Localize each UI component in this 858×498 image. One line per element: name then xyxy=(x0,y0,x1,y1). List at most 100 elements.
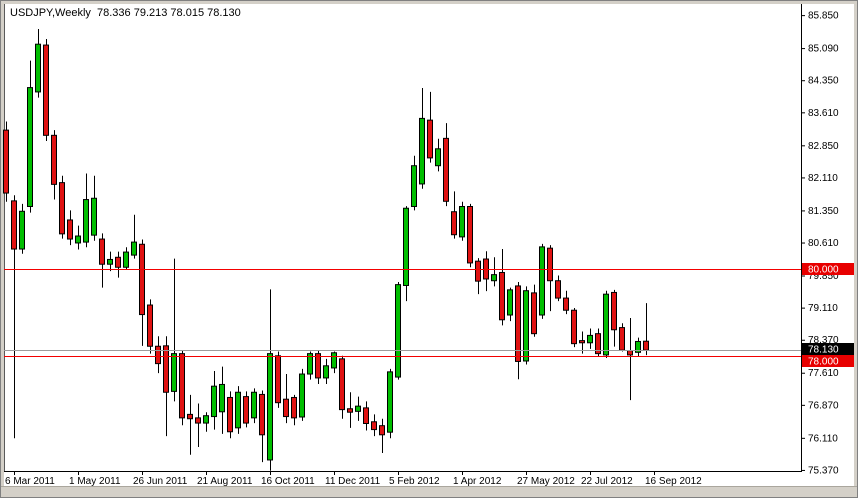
y-axis-label: 75.370 xyxy=(808,465,839,476)
candle-body-bull xyxy=(131,241,137,256)
candle-body-bull xyxy=(387,371,393,433)
candle-body-bear xyxy=(443,137,449,202)
candle-body-bear xyxy=(467,206,473,264)
candle-body-bull xyxy=(251,391,257,419)
level-78-label-bg xyxy=(802,355,854,367)
y-axis-label: 77.610 xyxy=(808,368,839,379)
candle-body-bear xyxy=(59,182,65,235)
candle-body-bull xyxy=(635,340,641,353)
candle-body-bull xyxy=(419,117,425,185)
x-axis-label: 16 Oct 2011 xyxy=(261,476,315,487)
candle-body-bull xyxy=(203,415,209,424)
candle-body-bull xyxy=(219,383,225,413)
chart-symbol-title: USDJPY,Weekly 78.336 79.213 78.015 78.13… xyxy=(10,7,241,19)
candle-body-bear xyxy=(147,304,153,347)
candle-body-bull xyxy=(395,284,401,378)
candle-body-bear xyxy=(3,129,9,194)
candle-body-bear xyxy=(499,271,505,321)
x-axis-label: 22 Jul 2012 xyxy=(581,476,633,487)
candle-body-bull xyxy=(587,334,593,344)
candle-body-bear xyxy=(451,211,457,236)
candle-body-bear xyxy=(363,407,369,425)
candle-body-bull xyxy=(123,251,129,268)
candle-body-bull xyxy=(267,353,273,461)
y-axis-label: 76.110 xyxy=(808,433,838,444)
current-price-label: 78.130 xyxy=(808,345,839,356)
candle-body-bear xyxy=(99,238,105,265)
y-axis-label: 80.610 xyxy=(808,238,839,249)
candle-body-bear xyxy=(627,350,633,356)
candle-body-bear xyxy=(371,421,377,431)
x-axis-label: 5 Feb 2012 xyxy=(389,476,440,487)
candle-body-bull xyxy=(491,274,497,282)
x-axis-label: 1 Apr 2012 xyxy=(453,476,502,487)
candle-body-bull xyxy=(539,246,545,316)
x-axis-label: 11 Dec 2011 xyxy=(325,476,381,487)
x-axis-label: 26 Jun 2011 xyxy=(133,476,188,487)
candle-body-bull xyxy=(19,210,25,250)
y-axis-label: 81.350 xyxy=(808,206,839,217)
candle-body-bear xyxy=(139,243,145,316)
candle-body-bear xyxy=(291,396,297,419)
candle-body-bear xyxy=(571,309,577,345)
x-axis-label: 27 May 2012 xyxy=(517,476,575,487)
level-78-label: 78.000 xyxy=(808,357,839,368)
candle-body-bear xyxy=(195,417,201,424)
candle-body-bear xyxy=(155,345,161,365)
candle-body-bull xyxy=(91,197,97,236)
y-axis-label: 85.090 xyxy=(808,44,839,55)
candle-body-bear xyxy=(115,256,121,268)
candle-body-bear xyxy=(227,396,233,433)
candle-body-bear xyxy=(283,398,289,418)
candle-body-bull xyxy=(403,207,409,286)
candle-body-bear xyxy=(619,327,625,351)
candle-body-bull xyxy=(331,352,337,369)
level-80-label-bg xyxy=(802,263,854,275)
candle-body-bear xyxy=(563,297,569,311)
candle-body-bear xyxy=(43,44,49,136)
y-axis-label: 76.870 xyxy=(808,400,839,411)
candle-body-bear xyxy=(243,396,249,424)
y-axis-label: 82.110 xyxy=(808,173,838,184)
candle-body-bull xyxy=(435,148,441,167)
candle-body-bull xyxy=(299,373,305,418)
candle-body-bear xyxy=(643,340,649,351)
candle-body-bull xyxy=(27,87,33,208)
candle-body-bull xyxy=(603,293,609,356)
candle-body-bear xyxy=(515,285,521,362)
candle-body-bull xyxy=(323,365,329,379)
candle-body-bear xyxy=(475,260,481,282)
chart-canvas xyxy=(4,4,854,489)
candle-body-bull xyxy=(35,43,41,93)
candle-body-bull xyxy=(307,353,313,375)
current-price-label-bg xyxy=(802,343,854,355)
candle-body-bull xyxy=(523,290,529,362)
x-axis-label: 21 Aug 2011 xyxy=(197,476,253,487)
candle-body-bear xyxy=(427,119,433,159)
candle-body-bear xyxy=(315,353,321,379)
candle-body-bull xyxy=(355,405,361,412)
candle-body-bear xyxy=(187,413,193,420)
level-80-label: 80.000 xyxy=(808,265,839,276)
x-axis-label: 16 Sep 2012 xyxy=(645,476,702,487)
y-axis-label: 79.110 xyxy=(808,303,838,314)
candle-body-bear xyxy=(611,291,617,331)
window-bottom-chrome xyxy=(1,486,857,497)
candle-body-bear xyxy=(67,219,73,240)
x-axis-label: 1 May 2011 xyxy=(69,476,121,487)
candle-body-bear xyxy=(547,247,553,282)
candle-body-bear xyxy=(259,393,265,436)
candle-body-bear xyxy=(275,355,281,404)
y-axis-label: 84.350 xyxy=(808,76,839,87)
candle-body-bull xyxy=(83,199,89,243)
candle-body-bull xyxy=(171,353,177,392)
y-axis-label: 85.850 xyxy=(808,11,839,22)
candle-body-bull xyxy=(411,165,417,208)
candle-body-bull xyxy=(507,289,513,316)
y-axis-label: 82.850 xyxy=(808,141,839,152)
candle-body-bull xyxy=(107,258,113,265)
y-axis-label: 79.850 xyxy=(808,271,839,282)
candle-body-bear xyxy=(347,408,353,413)
